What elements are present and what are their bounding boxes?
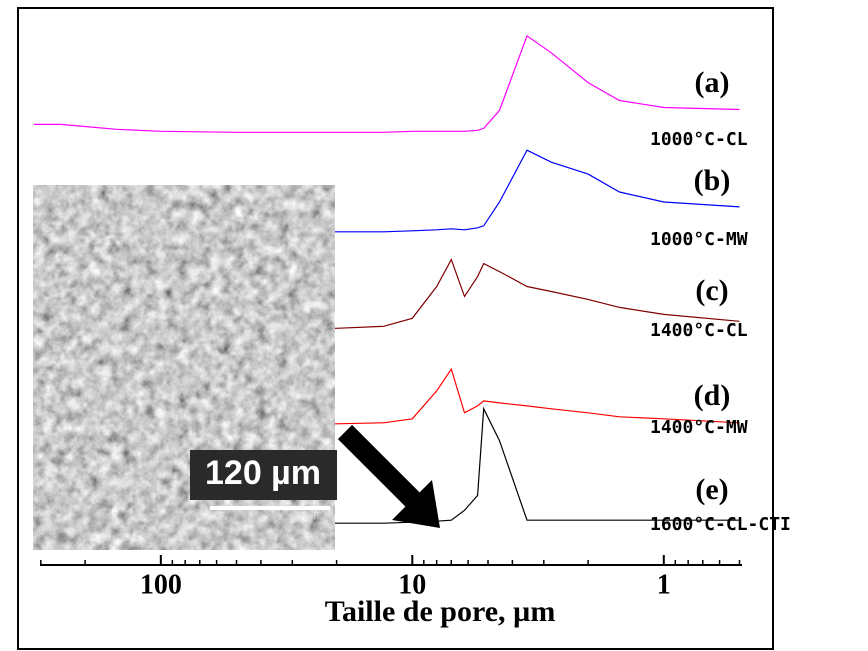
series-name: 1400°C-CL bbox=[650, 320, 748, 341]
x-tick-label: 1 bbox=[657, 569, 671, 600]
inset-image: 120 µm 120um bbox=[33, 185, 337, 550]
scale-bar bbox=[210, 506, 330, 510]
scale-label: 120 µm bbox=[205, 454, 321, 492]
series-letter: (a) bbox=[695, 66, 730, 99]
x-axis-label: Taille de pore, µm bbox=[325, 595, 556, 628]
series-line bbox=[34, 36, 740, 132]
series-letter: (e) bbox=[695, 473, 728, 506]
series-name: 1000°C-CL bbox=[650, 129, 748, 150]
series-letter: (d) bbox=[694, 379, 731, 412]
series-name: 1400°C-MW bbox=[650, 417, 748, 438]
series-letter: (b) bbox=[694, 164, 731, 197]
arrow-shaft bbox=[345, 432, 415, 502]
series-name: 1600°C-CL-CTI bbox=[650, 514, 791, 535]
series-letter: (c) bbox=[695, 274, 728, 307]
scale-caption: 120um bbox=[288, 511, 316, 521]
arrow bbox=[345, 432, 440, 528]
x-tick-label: 100 bbox=[140, 569, 182, 600]
chart: 120 µm 120um 100101 Taille de pore, µm (… bbox=[0, 0, 868, 651]
series-name: 1000°C-MW bbox=[650, 229, 748, 250]
